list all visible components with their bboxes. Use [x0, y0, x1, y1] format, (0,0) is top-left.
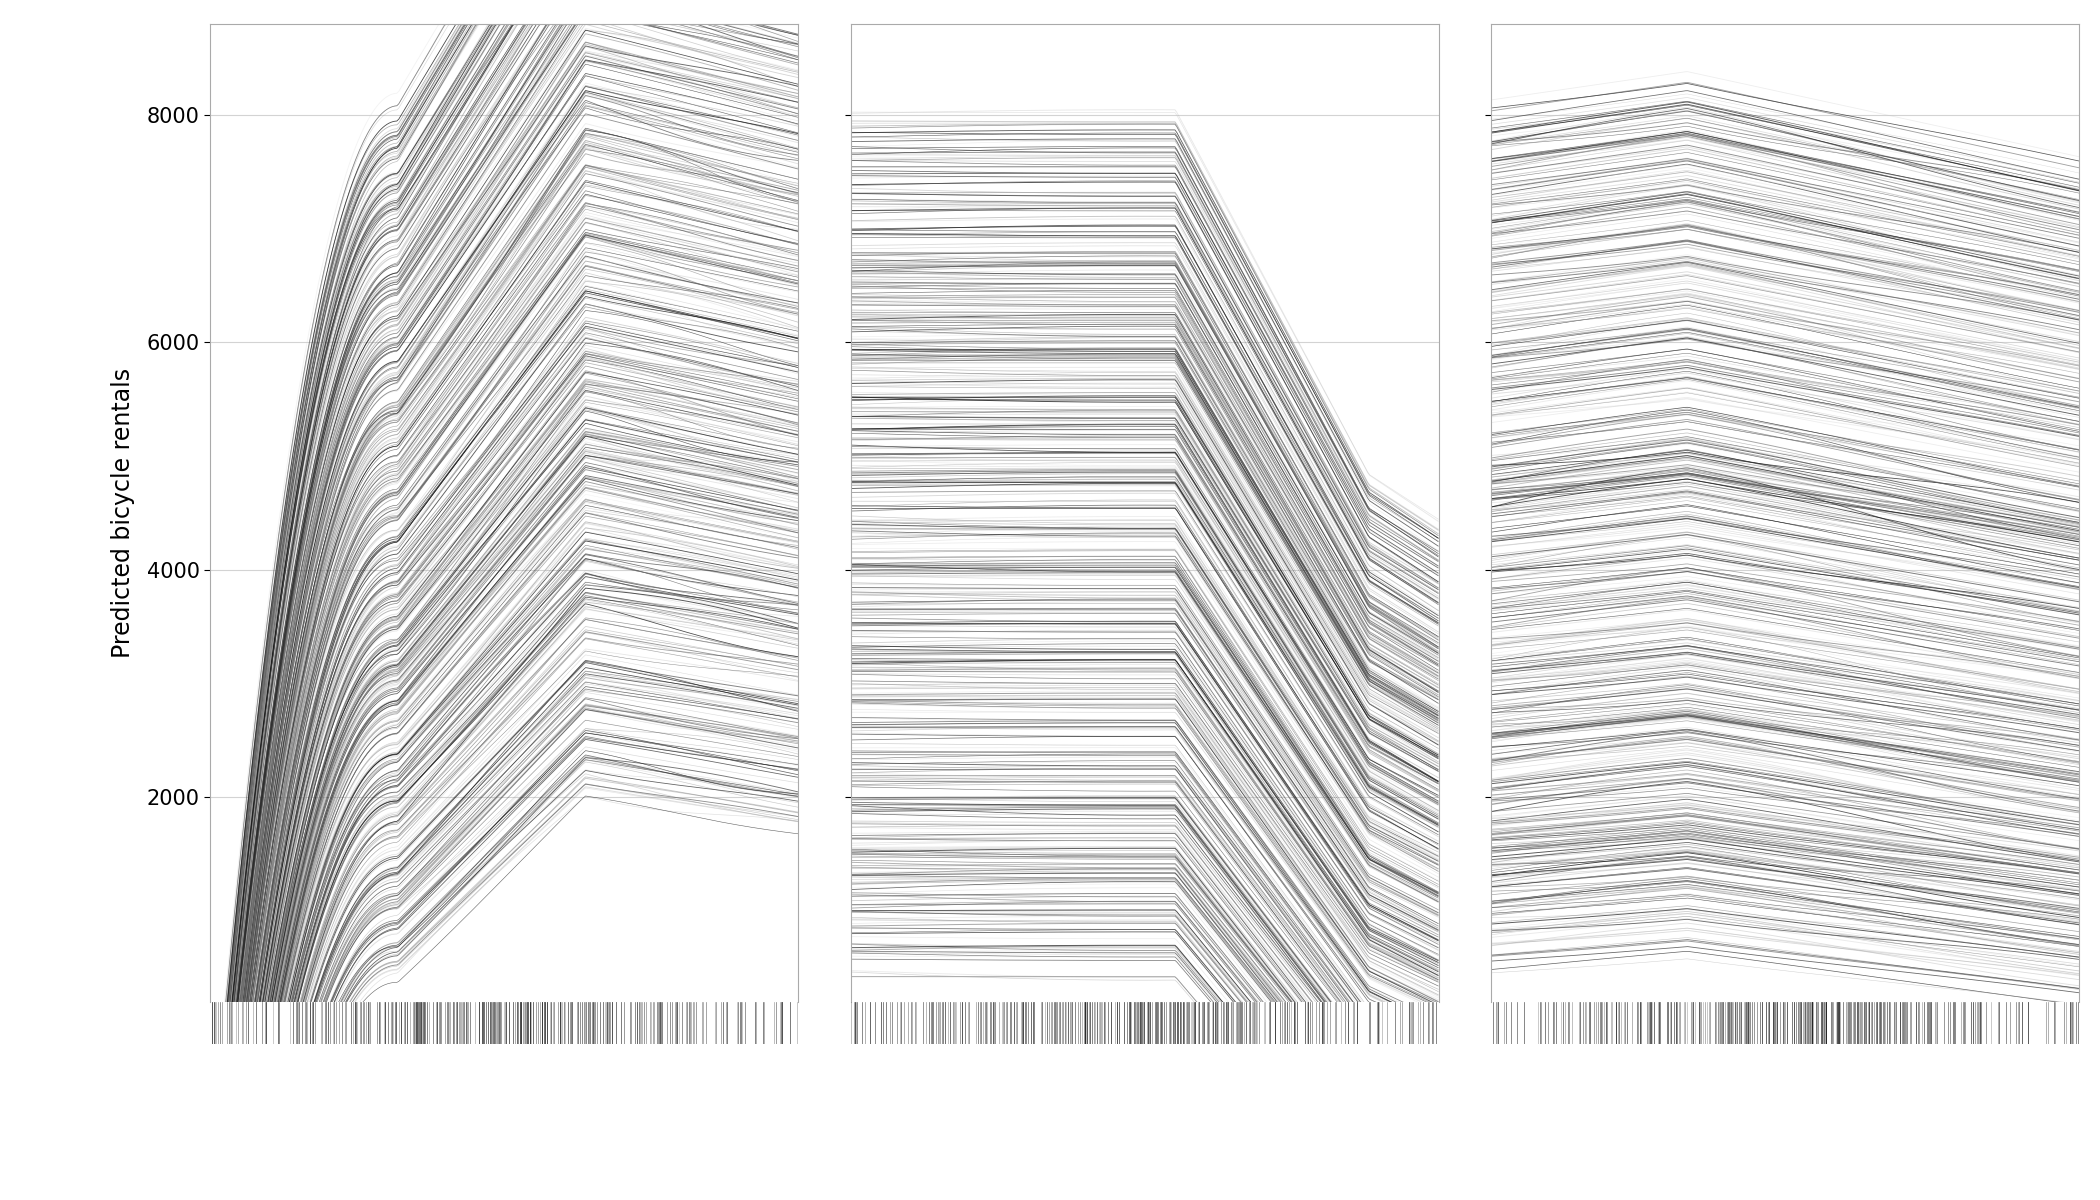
Y-axis label: Predicted bicycle rentals: Predicted bicycle rentals: [111, 368, 134, 658]
